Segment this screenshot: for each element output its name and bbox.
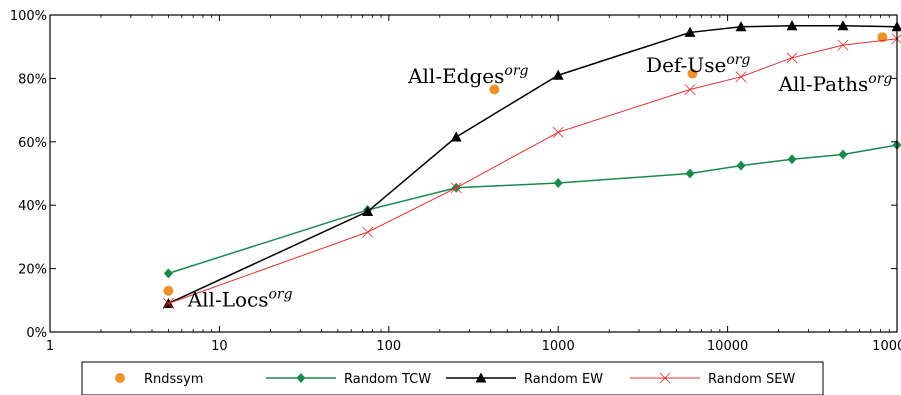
data-point-random-sew: [450, 182, 462, 194]
data-point-random-sew: [684, 84, 696, 95]
y-tick-label: 100%: [10, 9, 47, 24]
data-point-random-tcw: [787, 154, 797, 165]
data-point-random-tcw: [553, 178, 563, 189]
legend-item-random-ew: Random EW: [446, 372, 603, 387]
data-point-random-ew: [891, 21, 901, 32]
legend-marker: [296, 373, 306, 383]
annotation-layer: All-Locsorg All-Edgesorg Def-Useorg All-Pat…: [187, 52, 893, 312]
annotation-all-edges: All-Edgesorg: [407, 63, 528, 88]
data-point-rndssym: [687, 68, 698, 79]
data-point-random-sew: [163, 298, 174, 309]
data-point-random-sew: [837, 39, 849, 51]
data-point-random-tcw: [736, 160, 746, 171]
data-point-random-ew: [837, 20, 849, 31]
legend-item-random-tcw: Random TCW: [266, 372, 431, 387]
data-point-random-ew: [552, 69, 564, 80]
data-point-random-tcw: [685, 168, 695, 179]
y-tick-label: 20%: [18, 263, 47, 278]
x-tick-label: 100: [376, 339, 401, 354]
legend-marker: [475, 372, 487, 383]
x-tick-label: 10000: [707, 339, 748, 354]
series-random-tcw: [163, 139, 901, 279]
y-tick-label: 40%: [18, 199, 47, 214]
legend-label: Random TCW: [344, 372, 431, 387]
data-point-rndssym: [163, 285, 174, 296]
data-point-random-sew: [362, 226, 374, 238]
data-point-random-tcw: [163, 268, 173, 279]
data-point-random-sew: [786, 52, 798, 64]
y-tick-label: 80%: [18, 72, 47, 87]
legend-label: Rndssym: [144, 372, 203, 387]
series-line-random-ew: [168, 25, 898, 305]
y-tick-label: 0%: [26, 326, 47, 341]
legend-label: Random SEW: [708, 372, 795, 387]
legend-marker: [659, 372, 671, 384]
y-tick-label: 60%: [18, 136, 47, 151]
data-point-random-sew: [735, 71, 747, 83]
data-point-random-ew: [684, 26, 696, 37]
series-layer: [162, 20, 901, 309]
series-line-random-tcw: [168, 144, 898, 275]
x-tick-label: 100000: [872, 339, 901, 354]
axis-layer: 1 10 100 1000 10000 100000 0% 20% 40% 60% 80% 100%: [10, 9, 901, 354]
plot-frame: [49, 14, 898, 333]
data-point-random-sew: [552, 126, 564, 138]
data-point-random-ew: [786, 20, 798, 31]
annotation-all-paths: All-Pathsorg: [778, 71, 893, 96]
data-point-random-tcw: [838, 149, 848, 160]
legend-marker: [115, 373, 125, 383]
annotation-all-locs: All-Locsorg: [187, 287, 293, 312]
x-tick-label: 10: [211, 339, 228, 354]
series-random-ew: [162, 20, 901, 308]
data-point-rndssym: [877, 32, 888, 43]
legend-label: Random EW: [524, 372, 603, 387]
legend: Rndssym Random TCW Random EW Random SEW: [81, 361, 824, 395]
data-point-random-ew: [362, 206, 374, 217]
data-point-random-ew: [735, 21, 747, 32]
annotation-def-use: Def-Useorg: [646, 52, 750, 77]
legend-item-random-sew: Random SEW: [630, 372, 795, 387]
data-point-random-ew: [450, 131, 462, 142]
series-rndssym: [163, 32, 888, 296]
legend-item-rndssym: Rndssym: [115, 372, 203, 387]
x-tick-label: 1: [46, 339, 54, 354]
data-point-rndssym: [489, 84, 500, 95]
series-random-sew: [163, 33, 901, 309]
x-tick-label: 1000: [542, 339, 575, 354]
